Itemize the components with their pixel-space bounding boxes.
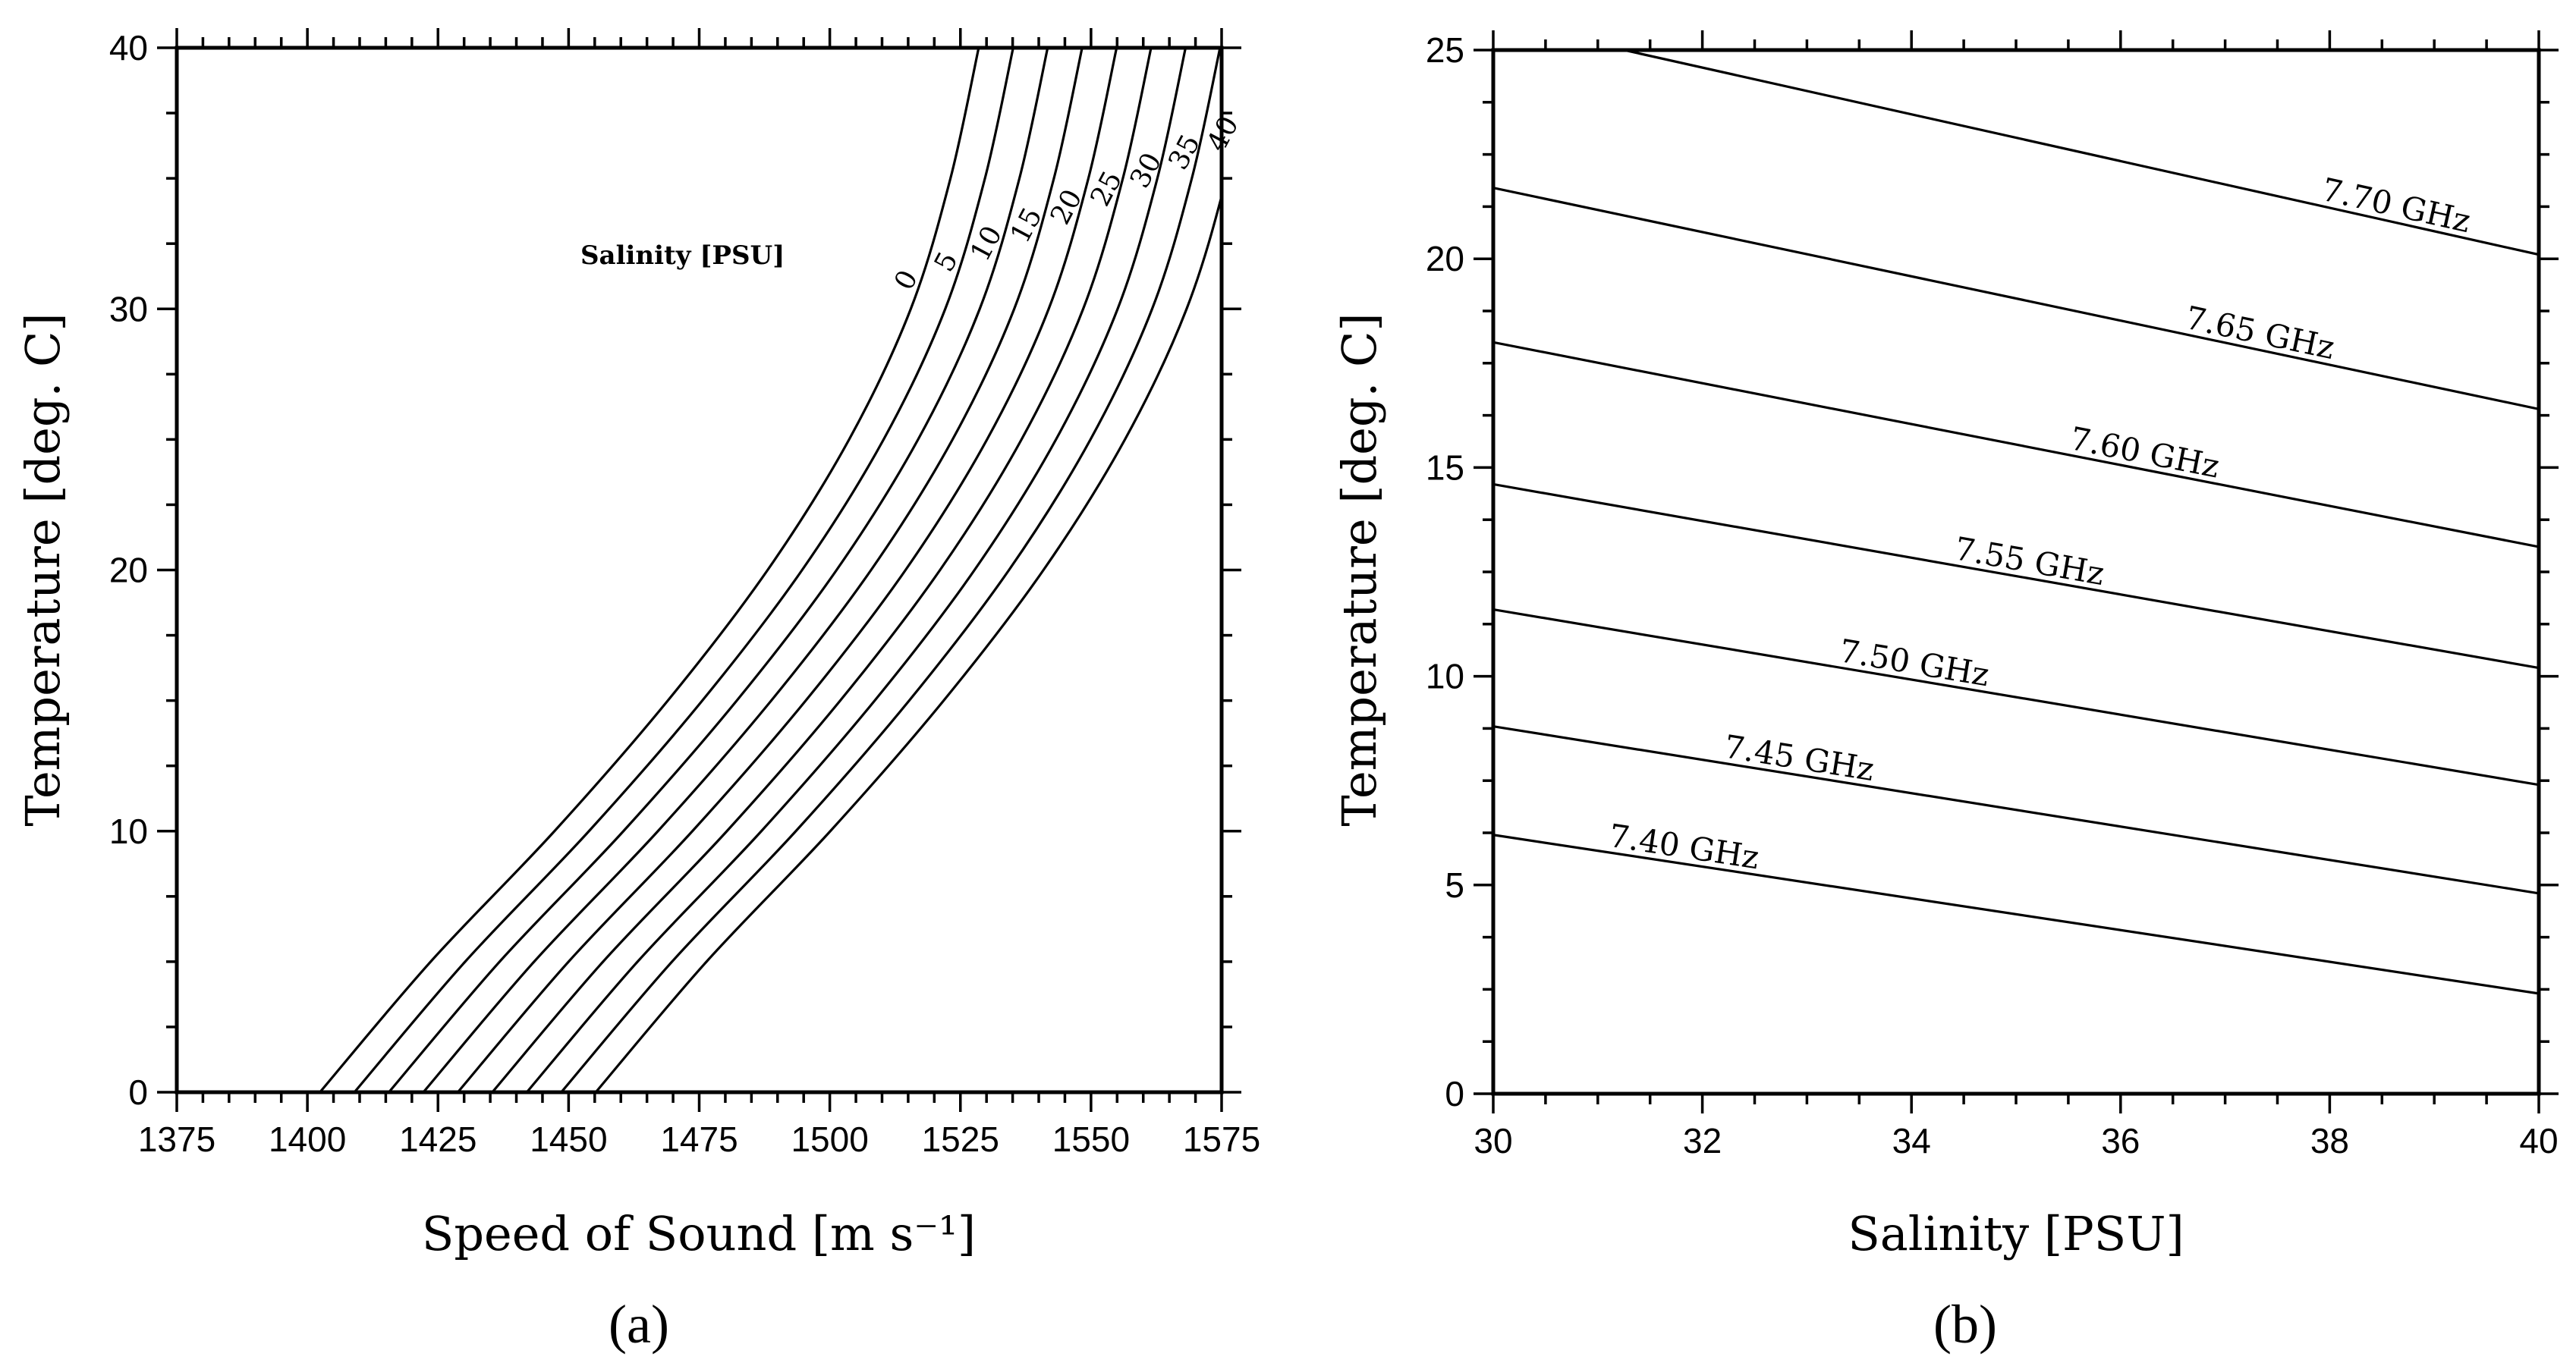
panel-b-x-tick-labels: 30 32 34 36 38 40 [1474, 1121, 2558, 1160]
panel-b-frequency-contours: 7.40 GHz 7.45 GHz 7.50 GHz 7.55 GHz 7.60 GHz… [1332, 30, 2559, 1355]
x-tick-label: 1525 [922, 1120, 999, 1159]
series-line-15 [422, 48, 1084, 1092]
y-tick-label: 20 [1426, 239, 1464, 278]
x-tick-label: 1575 [1183, 1120, 1260, 1159]
y-tick-label: 0 [128, 1072, 148, 1112]
curve-label-7-40-ghz: 7.40 GHz [1606, 817, 1761, 876]
series-line-7-65-ghz [1493, 187, 2539, 410]
series-line-35 [560, 48, 1222, 1092]
curve-label-30: 30 [1124, 148, 1168, 193]
panel-b-x-axis-title: Salinity [PSU] [1848, 1206, 2184, 1261]
x-tick-label: 38 [2310, 1121, 2349, 1160]
curve-label-0: 0 [889, 265, 924, 295]
series-line-7-40-ghz [1493, 834, 2539, 995]
y-tick-label: 10 [1426, 657, 1464, 696]
x-tick-label: 32 [1683, 1121, 1722, 1160]
y-tick-label: 5 [1445, 865, 1464, 905]
series-line-7-50-ghz [1493, 608, 2539, 787]
panel-b-frame [1491, 48, 2541, 1096]
x-tick-label: 34 [1892, 1121, 1931, 1160]
series-line-7-70-ghz [1618, 50, 2539, 256]
panel-b-y-axis-title: Temperature [deg. C] [1332, 312, 1387, 826]
panel-a-ticks [157, 28, 1241, 1112]
curve-label-7-50-ghz: 7.50 GHz [1837, 632, 1993, 693]
curve-label-7-55-ghz: 7.55 GHz [1952, 529, 2107, 592]
x-tick-label: 1450 [530, 1120, 607, 1159]
y-tick-label: 20 [109, 551, 148, 590]
curve-label-7-60-ghz: 7.60 GHz [2067, 419, 2222, 485]
y-tick-label: 40 [109, 28, 148, 68]
y-tick-label: 0 [1445, 1074, 1464, 1113]
panel-a-frame [175, 46, 1224, 1094]
series-line-30 [526, 48, 1187, 1092]
curve-label-7-45-ghz: 7.45 GHz [1722, 727, 1876, 788]
curve-label-7-70-ghz: 7.70 GHz [2318, 171, 2474, 240]
series-line-10 [388, 48, 1049, 1092]
x-tick-label: 1425 [399, 1120, 477, 1159]
series-line-7-60-ghz [1493, 341, 2539, 548]
panel-b-y-tick-labels: 0 5 10 15 20 25 [1426, 30, 1464, 1113]
x-tick-label: 1550 [1052, 1120, 1130, 1159]
x-tick-label: 1400 [269, 1120, 346, 1159]
panel-b-curves [1493, 50, 2539, 995]
series-line-25 [491, 48, 1153, 1092]
panel-a-x-tick-labels: 1375 1400 1425 1450 1475 1500 1525 1550 1575 [138, 1120, 1260, 1159]
curve-label-25: 25 [1085, 166, 1129, 212]
series-line-7-55-ghz [1493, 482, 2539, 670]
curve-label-35: 35 [1162, 130, 1206, 175]
panel-a-x-axis-title: Speed of Sound [m s⁻¹] [422, 1206, 976, 1261]
series-line-40 [594, 191, 1222, 1092]
series-line-7-45-ghz [1493, 725, 2539, 895]
y-tick-label: 10 [109, 812, 148, 851]
y-tick-label: 15 [1426, 448, 1464, 487]
x-tick-label: 40 [2519, 1121, 2558, 1160]
y-tick-label: 30 [109, 289, 148, 328]
x-tick-label: 36 [2101, 1121, 2140, 1160]
panel-b-curve-labels: 7.40 GHz 7.45 GHz 7.50 GHz 7.55 GHz 7.60 GHz… [1606, 171, 2474, 876]
panel-b-label: (b) [1933, 1294, 1997, 1355]
curve-label-7-65-ghz: 7.65 GHz [2182, 299, 2338, 366]
series-line-20 [457, 48, 1118, 1092]
y-tick-label: 25 [1426, 30, 1464, 70]
x-tick-label: 1375 [138, 1120, 215, 1159]
x-tick-label: 1500 [791, 1120, 868, 1159]
panel-a-annotation: Salinity [PSU] [580, 240, 785, 271]
panel-a-y-axis-title: Temperature [deg. C] [15, 312, 71, 826]
series-line-0 [319, 48, 980, 1092]
x-tick-label: 1475 [660, 1120, 738, 1159]
panel-a-label: (a) [609, 1294, 669, 1355]
series-line-5 [353, 48, 1014, 1092]
x-tick-label: 30 [1474, 1121, 1512, 1160]
panel-a-curves [319, 48, 1222, 1092]
panel-a-y-tick-labels: 0 10 20 30 40 [109, 28, 148, 1112]
